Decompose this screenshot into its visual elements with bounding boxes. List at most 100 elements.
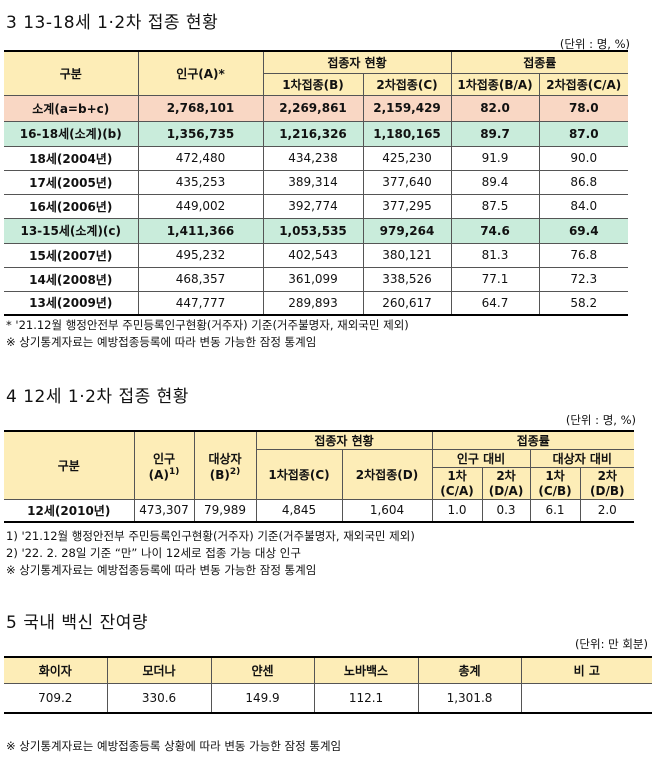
- header-category: 구분: [4, 430, 135, 500]
- population-cell: 472,480: [137, 145, 264, 171]
- header-rate-c-b-dose: 1차: [545, 468, 565, 483]
- first-dose-cell: 2,269,861: [262, 94, 364, 122]
- table-row: 16-18세(소계)(b) 1,356,735 1,216,326 1,180,…: [4, 120, 629, 147]
- population-cell: 473,307: [133, 499, 195, 522]
- table-row: 12세(2010년) 473,307 79,989 4,845 1,604 1.…: [4, 499, 635, 522]
- table-row: 소계(a=b+c) 2,768,101 2,269,861 2,159,429 …: [4, 94, 629, 122]
- population-cell: 495,232: [137, 242, 264, 268]
- janssen-cell: 149.9: [210, 682, 315, 714]
- novavax-cell: 112.1: [313, 682, 419, 714]
- header-rate-d-b-formula: (D/B): [590, 483, 625, 498]
- header-rate-c-b: 1차 (C/B): [529, 467, 581, 500]
- rate-second-cell: 72.3: [538, 266, 629, 292]
- rate-first-cell: 89.4: [450, 169, 540, 195]
- section4-disclaimer: ※ 상기통계자료는 예방접종등록에 따라 변동 가능한 잠정 통계임: [6, 563, 317, 577]
- population-cell: 468,357: [137, 266, 264, 292]
- rate-first-cell: 64.7: [450, 290, 540, 316]
- table-row: 15세(2007년) 495,232 402,543 380,121 81.3 …: [4, 242, 629, 268]
- header-rate-d-a-formula: (D/A): [488, 483, 524, 498]
- section4-footnote-2: 2) '22. 2. 28일 기준 “만” 나이 12세로 접종 가능 대상 인…: [6, 546, 301, 560]
- population-cell: 2,768,101: [137, 94, 264, 122]
- header-second-dose: 2차접종(C): [362, 72, 452, 96]
- header-first-dose: 1차접종(B): [263, 72, 364, 96]
- header-category: 구분: [4, 50, 139, 96]
- header-rate-c-a-formula: (C/A): [440, 483, 474, 498]
- rate-first-cell: 74.6: [450, 217, 540, 244]
- table-row: 16세(2006년) 449,002 392,774 377,295 87.5 …: [4, 193, 629, 219]
- rate-first-cell: 82.0: [450, 94, 540, 122]
- header-pfizer: 화이자: [4, 656, 108, 684]
- first-dose-cell: 4,845: [255, 499, 343, 522]
- table-row: 709.2 330.6 149.9 112.1 1,301.8: [4, 682, 652, 714]
- rate-second-cell: 87.0: [538, 120, 629, 147]
- population-cell: 447,777: [137, 290, 264, 316]
- row-label: 17세(2005년): [4, 169, 139, 195]
- moderna-cell: 330.6: [106, 682, 212, 714]
- section4-unit: (단위 : 명, %): [565, 413, 636, 427]
- population-cell: 1,411,366: [137, 217, 264, 244]
- rate-d-a-cell: 0.3: [481, 499, 531, 522]
- table-row: 13세(2009년) 447,777 289,893 260,617 64.7 …: [4, 290, 629, 316]
- footnote-marker-1: 1): [168, 466, 180, 477]
- section3-footnote: * '21.12월 행정안전부 주민등록인구현황(거주자) 기준(거주불명자, …: [6, 318, 409, 332]
- second-dose-cell: 2,159,429: [362, 94, 452, 122]
- total-cell: 1,301.8: [417, 682, 522, 714]
- row-label: 14세(2008년): [4, 266, 139, 292]
- header-rate-d-b: 2차 (D/B): [579, 467, 635, 500]
- header-second-dose: 2차접종(D): [341, 449, 433, 500]
- header-population: 인구(A)*: [137, 50, 264, 96]
- first-dose-cell: 402,543: [262, 242, 364, 268]
- first-dose-cell: 1,053,535: [262, 217, 364, 244]
- first-dose-cell: 389,314: [262, 169, 364, 195]
- table-row: 18세(2004년) 472,480 434,238 425,230 91.9 …: [4, 145, 629, 171]
- header-target-code: (B): [209, 467, 230, 482]
- rate-second-cell: 86.8: [538, 169, 629, 195]
- rate-first-cell: 81.3: [450, 242, 540, 268]
- footnote-marker-2: 2): [229, 466, 241, 477]
- row-label: 13-15세(소계)(c): [4, 217, 139, 244]
- rate-c-a-cell: 1.0: [431, 499, 483, 522]
- header-population-code: (A): [148, 467, 169, 482]
- header-vaccinated-group: 접종자 현황: [255, 430, 433, 450]
- table-row: 13-15세(소계)(c) 1,411,366 1,053,535 979,26…: [4, 217, 629, 244]
- section4-title: 4 12세 1·2차 접종 현황: [6, 387, 189, 407]
- section5-unit: (단위: 만 회분): [574, 637, 648, 651]
- rate-first-cell: 89.7: [450, 120, 540, 147]
- section3-unit: (단위 : 명, %): [559, 37, 630, 51]
- second-dose-cell: 1,180,165: [362, 120, 452, 147]
- header-rate-second: 2차접종(C/A): [538, 72, 629, 96]
- rate-second-cell: 90.0: [538, 145, 629, 171]
- rate-second-cell: 78.0: [538, 94, 629, 122]
- second-dose-cell: 377,295: [362, 193, 452, 219]
- population-cell: 449,002: [137, 193, 264, 219]
- second-dose-cell: 1,604: [341, 499, 433, 522]
- section4-footnote-1: 1) '21.12월 행정안전부 주민등록인구현황(거주자) 기준(거주불명자,…: [6, 529, 415, 543]
- second-dose-cell: 260,617: [362, 290, 452, 316]
- header-rate-c-b-formula: (C/B): [538, 483, 572, 498]
- header-moderna: 모더나: [106, 656, 212, 684]
- header-target: 대상자 (B)2): [193, 430, 257, 500]
- table-row: 17세(2005년) 435,253 389,314 377,640 89.4 …: [4, 169, 629, 195]
- header-rate-first: 1차접종(B/A): [450, 72, 540, 96]
- header-rate-d-a: 2차 (D/A): [481, 467, 531, 500]
- header-population-label: 인구: [152, 451, 176, 466]
- rate-second-cell: 58.2: [538, 290, 629, 316]
- row-label: 16세(2006년): [4, 193, 139, 219]
- section5-table: 화이자 모더나 얀센 노바백스 총계 비 고 709.2 330.6 149.9…: [4, 656, 652, 714]
- header-rate-d-a-dose: 2차: [496, 468, 516, 483]
- header-target-ratio: 대상자 대비: [529, 449, 635, 468]
- header-novavax: 노바백스: [313, 656, 419, 684]
- rate-first-cell: 87.5: [450, 193, 540, 219]
- row-label: 소계(a=b+c): [4, 94, 139, 122]
- header-target-label: 대상자: [208, 451, 242, 466]
- section5-title: 5 국내 백신 잔여량: [6, 613, 149, 633]
- pfizer-cell: 709.2: [4, 682, 108, 714]
- header-pop-ratio: 인구 대비: [431, 449, 531, 468]
- section3-table: 구분 인구(A)* 접종자 현황 접종률 1차접종(B) 2차접종(C) 1차접…: [4, 50, 629, 316]
- second-dose-cell: 377,640: [362, 169, 452, 195]
- target-cell: 79,989: [193, 499, 257, 522]
- header-rate-group: 접종률: [450, 50, 629, 74]
- rate-first-cell: 77.1: [450, 266, 540, 292]
- rate-first-cell: 91.9: [450, 145, 540, 171]
- row-label: 12세(2010년): [4, 499, 135, 522]
